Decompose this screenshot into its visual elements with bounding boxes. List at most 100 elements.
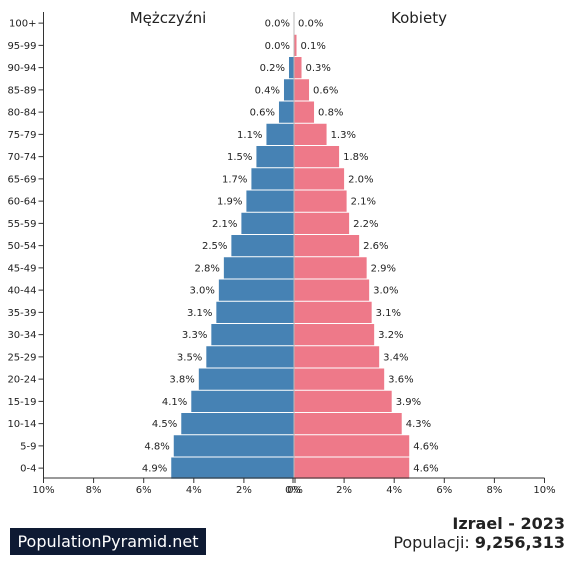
bar-male-80-84 [278, 101, 294, 123]
data-label-male-0-4: 4.9% [142, 464, 167, 475]
data-label-female-60-64: 2.1% [351, 197, 376, 208]
y-tick-label-55-59: 55-59 [7, 219, 36, 230]
bar-female-80-84 [294, 101, 315, 123]
bar-male-50-54 [231, 235, 294, 257]
population-label: Populacji: [393, 533, 470, 552]
y-tick-label-35-39: 35-39 [7, 308, 36, 319]
bar-female-25-29 [294, 346, 380, 368]
data-label-male-75-79: 1.1% [237, 130, 262, 141]
data-label-male-5-9: 4.8% [144, 441, 169, 452]
data-label-female-25-29: 3.4% [383, 352, 408, 363]
bar-female-30-34 [294, 324, 375, 346]
population-pyramid-chart: 0.0% 0.0% 100+ 0.0% 0.1% 95-99 0.2% 0.3% 90-94 0.… [7, 9, 555, 496]
x-tick-label-6: 0% [287, 485, 303, 496]
data-label-male-30-34: 3.3% [182, 330, 207, 341]
x-tick-label-2: 6% [136, 485, 152, 496]
y-tick-label-60-64: 60-64 [7, 197, 36, 208]
data-label-female-35-39: 3.1% [376, 308, 401, 319]
bar-female-75-79 [294, 123, 327, 145]
bar-male-35-39 [216, 301, 294, 323]
data-label-male-70-74: 1.5% [227, 152, 252, 163]
brand-logo[interactable]: PopulationPyramid.net [10, 528, 206, 555]
data-label-female-95-99: 0.1% [301, 41, 326, 52]
bar-female-90-94 [294, 57, 302, 79]
bar-female-40-44 [294, 279, 370, 301]
data-label-male-45-49: 2.8% [194, 263, 219, 274]
bar-female-70-74 [294, 146, 340, 168]
data-label-female-85-89: 0.6% [313, 85, 338, 96]
y-tick-label-10-14: 10-14 [7, 419, 36, 430]
bar-female-45-49 [294, 257, 367, 279]
data-label-female-15-19: 3.9% [396, 397, 421, 408]
data-label-female-75-79: 1.3% [331, 130, 356, 141]
bar-female-0-4 [294, 457, 410, 479]
x-tick-label-8: 4% [386, 485, 402, 496]
data-label-female-65-69: 2.0% [348, 174, 373, 185]
data-label-male-35-39: 3.1% [187, 308, 212, 319]
y-tick-label-0-4: 0-4 [20, 464, 36, 475]
data-label-male-40-44: 3.0% [189, 286, 214, 297]
bar-female-55-59 [294, 212, 350, 234]
x-tick-label-7: 2% [336, 485, 352, 496]
data-label-male-80-84: 0.6% [250, 108, 275, 119]
y-tick-label-15-19: 15-19 [7, 397, 36, 408]
bar-male-5-9 [173, 435, 294, 457]
population-summary: Populacji: 9,256,313 [393, 533, 565, 552]
data-label-male-55-59: 2.1% [212, 219, 237, 230]
y-tick-label-70-74: 70-74 [7, 152, 36, 163]
bar-female-60-64 [294, 190, 347, 212]
data-label-female-5-9: 4.6% [413, 441, 438, 452]
x-tick-label-11: 10% [533, 485, 555, 496]
y-tick-label-20-24: 20-24 [7, 375, 36, 386]
x-tick-label-3: 4% [186, 485, 202, 496]
x-tick-label-9: 6% [436, 485, 452, 496]
data-label-female-30-34: 3.2% [378, 330, 403, 341]
bar-female-5-9 [294, 435, 410, 457]
bar-male-25-29 [206, 346, 294, 368]
data-label-female-80-84: 0.8% [318, 108, 343, 119]
data-label-female-55-59: 2.2% [353, 219, 378, 230]
data-label-female-40-44: 3.0% [373, 286, 398, 297]
bar-male-10-14 [181, 413, 294, 435]
bar-female-10-14 [294, 413, 402, 435]
y-tick-label-25-29: 25-29 [7, 352, 36, 363]
x-tick-label-4: 2% [236, 485, 252, 496]
data-label-female-90-94: 0.3% [306, 63, 331, 74]
data-label-male-10-14: 4.5% [152, 419, 177, 430]
bar-female-95-99 [294, 34, 297, 56]
y-tick-label-50-54: 50-54 [7, 241, 36, 252]
y-tick-label-85-89: 85-89 [7, 85, 36, 96]
bar-female-50-54 [294, 235, 360, 257]
bar-female-85-89 [294, 79, 310, 101]
data-label-female-70-74: 1.8% [343, 152, 368, 163]
data-label-male-15-19: 4.1% [162, 397, 187, 408]
y-tick-label-30-34: 30-34 [7, 330, 36, 341]
data-label-female-0-4: 4.6% [413, 464, 438, 475]
data-label-female-100+: 0.0% [298, 19, 323, 30]
bar-male-60-64 [246, 190, 294, 212]
y-tick-label-80-84: 80-84 [7, 108, 36, 119]
bar-female-65-69 [294, 168, 345, 190]
data-label-male-100+: 0.0% [265, 19, 290, 30]
data-label-male-95-99: 0.0% [265, 41, 290, 52]
bar-female-35-39 [294, 301, 372, 323]
x-tick-label-10: 8% [486, 485, 502, 496]
bar-male-70-74 [256, 146, 294, 168]
y-tick-label-100+: 100+ [9, 19, 36, 30]
y-tick-label-40-44: 40-44 [7, 286, 36, 297]
x-tick-label-0: 10% [32, 485, 54, 496]
data-label-female-50-54: 2.6% [363, 241, 388, 252]
y-tick-label-95-99: 95-99 [7, 41, 36, 52]
y-tick-label-45-49: 45-49 [7, 263, 36, 274]
bar-male-20-24 [198, 368, 294, 390]
bar-female-15-19 [294, 390, 392, 412]
data-label-male-60-64: 1.9% [217, 197, 242, 208]
data-label-male-65-69: 1.7% [222, 174, 247, 185]
bar-male-85-89 [283, 79, 294, 101]
bar-female-20-24 [294, 368, 385, 390]
y-tick-label-5-9: 5-9 [20, 441, 36, 452]
bar-male-65-69 [251, 168, 294, 190]
bar-male-45-49 [223, 257, 294, 279]
data-label-male-25-29: 3.5% [177, 352, 202, 363]
data-label-female-20-24: 3.6% [388, 375, 413, 386]
